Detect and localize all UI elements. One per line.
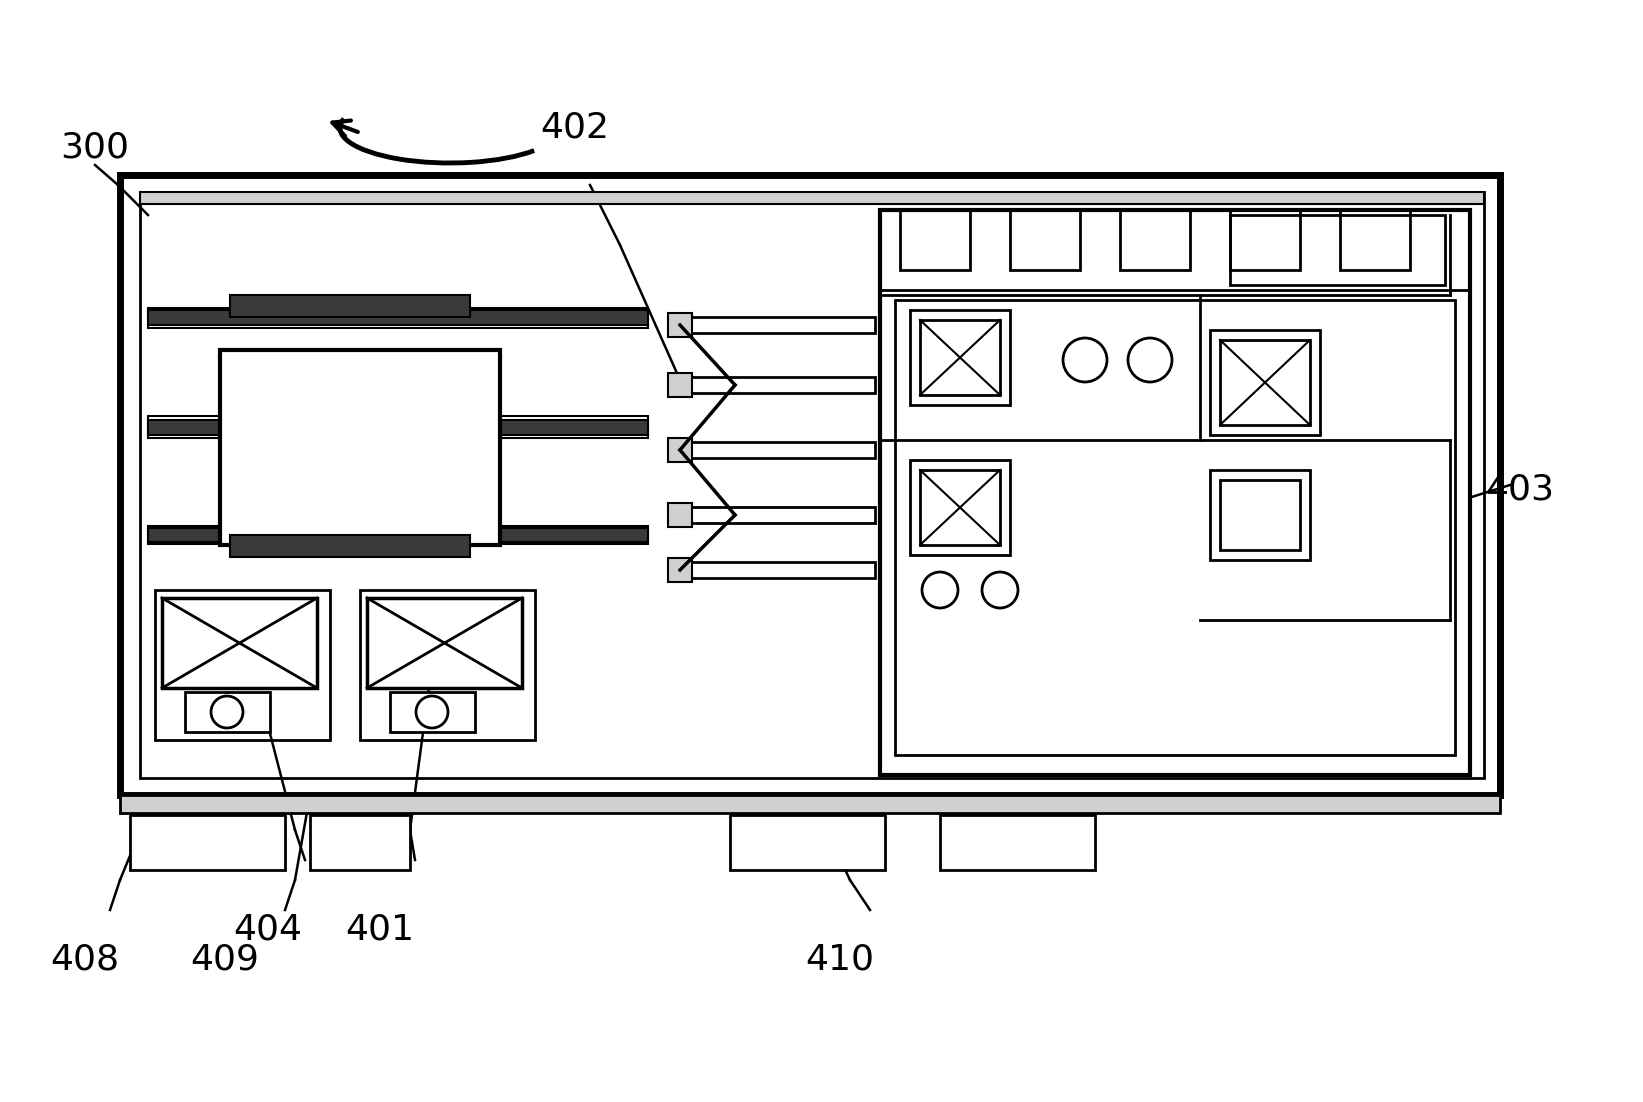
Bar xyxy=(680,442,876,458)
Bar xyxy=(680,507,876,523)
Bar xyxy=(148,528,647,542)
Bar xyxy=(360,590,536,741)
Text: 403: 403 xyxy=(1485,473,1554,507)
Bar xyxy=(148,420,647,435)
Bar xyxy=(895,300,1456,755)
Bar xyxy=(881,210,1470,290)
Text: 408: 408 xyxy=(51,943,120,977)
Bar xyxy=(1010,210,1079,270)
Bar xyxy=(680,562,876,579)
Bar xyxy=(881,210,1470,775)
Bar xyxy=(1231,210,1300,270)
Bar xyxy=(366,598,522,688)
Bar xyxy=(163,598,317,688)
Bar xyxy=(311,815,411,869)
Bar xyxy=(140,192,1484,204)
Bar xyxy=(120,795,1500,813)
Bar xyxy=(130,815,284,869)
Text: 402: 402 xyxy=(541,111,610,145)
Bar xyxy=(1221,480,1300,550)
Bar xyxy=(910,460,1010,555)
Bar xyxy=(920,320,1001,395)
Bar xyxy=(148,415,647,437)
Bar xyxy=(220,350,499,545)
Bar xyxy=(1209,329,1319,435)
Text: 409: 409 xyxy=(191,943,260,977)
Bar xyxy=(120,175,1500,795)
Text: 401: 401 xyxy=(345,912,414,947)
Bar xyxy=(148,526,647,544)
Bar xyxy=(389,692,475,732)
Bar xyxy=(900,210,969,270)
Bar xyxy=(230,534,470,557)
Bar xyxy=(1341,210,1410,270)
Text: 410: 410 xyxy=(805,943,874,977)
Bar xyxy=(1121,210,1190,270)
Text: 300: 300 xyxy=(61,131,130,165)
Bar xyxy=(230,295,470,317)
Bar xyxy=(186,692,269,732)
Bar xyxy=(669,372,692,397)
Bar xyxy=(680,317,876,333)
Bar xyxy=(1209,469,1309,560)
Bar xyxy=(920,469,1001,545)
Bar xyxy=(669,437,692,462)
Bar xyxy=(910,310,1010,406)
Bar xyxy=(1231,215,1444,285)
Bar xyxy=(940,815,1094,869)
Bar xyxy=(669,503,692,527)
Bar xyxy=(148,307,647,328)
Bar xyxy=(154,590,330,741)
Bar xyxy=(669,313,692,337)
Bar xyxy=(1221,341,1309,425)
Bar xyxy=(680,377,876,393)
Bar xyxy=(669,558,692,582)
Bar xyxy=(148,310,647,325)
Text: 404: 404 xyxy=(233,912,302,947)
Bar xyxy=(729,815,886,869)
Bar xyxy=(140,192,1484,778)
